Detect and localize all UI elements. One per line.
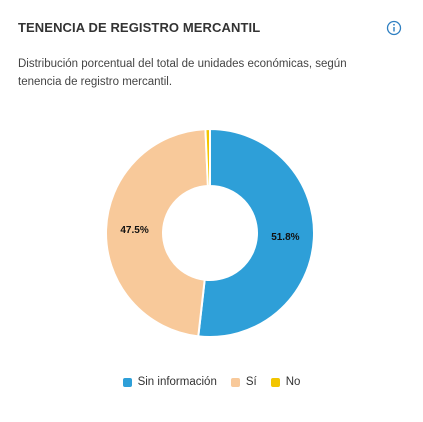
chart-title: TENENCIA DE REGISTRO MERCANTIL: [18, 20, 261, 35]
legend-swatch: [230, 377, 240, 387]
data-label: 51.8%: [271, 232, 299, 243]
legend-swatch: [122, 377, 132, 387]
legend-label: Sin información: [137, 376, 217, 388]
legend-label: No: [285, 376, 301, 388]
legend-item[interactable]: Sí: [230, 376, 257, 388]
legend: Sin información Sí No: [0, 376, 423, 388]
chart-subtitle: Distribución porcentual del total de uni…: [18, 58, 347, 88]
legend-item[interactable]: No: [270, 376, 301, 388]
legend-label: Sí: [245, 376, 257, 388]
pie-slice: [197, 127, 315, 338]
info-icon[interactable]: [386, 20, 402, 36]
pie-slice: [204, 127, 211, 188]
legend-swatch: [270, 377, 280, 387]
data-label: 47.5%: [120, 225, 148, 236]
pie-slice: [105, 128, 209, 338]
legend-item[interactable]: Sin información: [122, 376, 217, 388]
